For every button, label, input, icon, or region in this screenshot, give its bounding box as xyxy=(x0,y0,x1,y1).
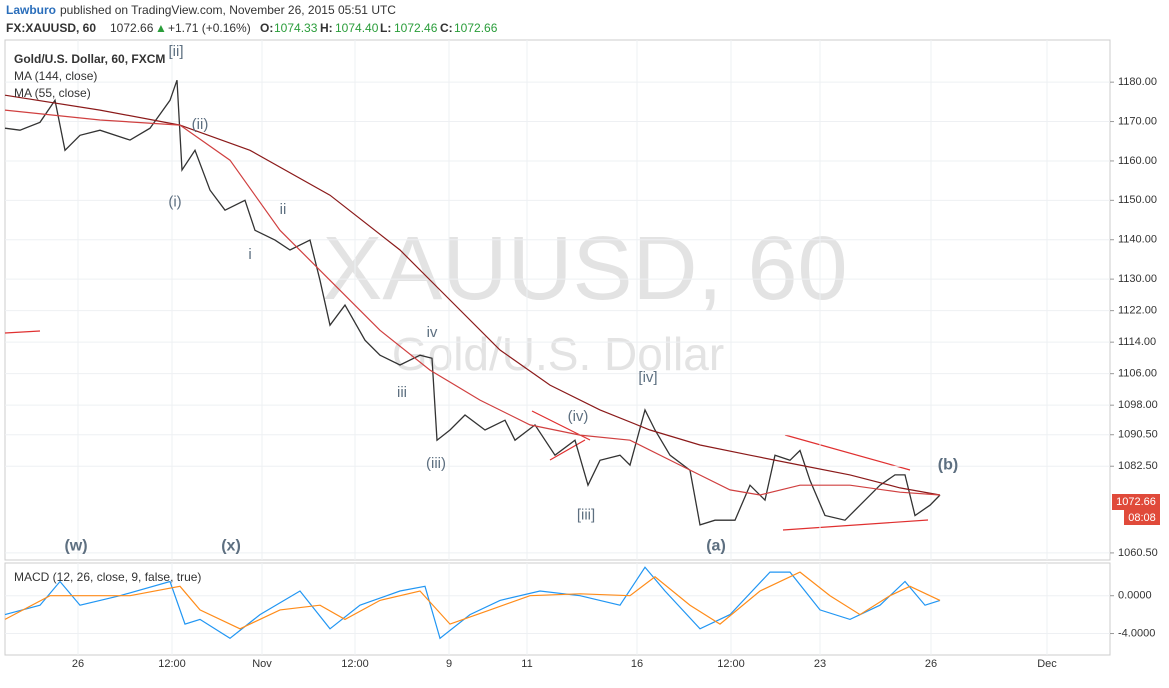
last: 1072.66 xyxy=(110,21,154,35)
wave-label: (iii) xyxy=(426,455,446,472)
y-tick-label: 1098.00 xyxy=(1118,399,1158,411)
legend-entry: MA (55, close) xyxy=(14,86,91,100)
y-tick-label: 1160.00 xyxy=(1118,155,1157,167)
h-label: H: xyxy=(320,21,333,35)
x-tick-label: 26 xyxy=(925,658,937,670)
y-tick-label: 1150.00 xyxy=(1118,194,1157,206)
trendlines xyxy=(4,330,929,531)
c-label: C: xyxy=(440,21,453,35)
x-tick-label: 26 xyxy=(72,658,84,670)
x-tick-label: 11 xyxy=(521,658,532,670)
x-tick-label: 16 xyxy=(631,658,643,670)
high: 1074.40 xyxy=(335,21,379,35)
y-tick-label: 1130.00 xyxy=(1118,273,1157,285)
wave-label: (a) xyxy=(706,537,726,554)
series-line xyxy=(4,571,941,630)
last-price-box xyxy=(1112,494,1160,510)
legend-entry: Gold/U.S. Dollar, 60, FXCM xyxy=(14,52,165,66)
x-tick-label: 12:00 xyxy=(717,658,745,670)
y-tick-label: 1114.00 xyxy=(1118,336,1156,348)
x-tick-label: Dec xyxy=(1037,658,1057,670)
countdown-box xyxy=(1124,510,1160,525)
series-line xyxy=(4,79,941,526)
main-pane xyxy=(4,39,1111,561)
last-price: 1072.66 xyxy=(1116,496,1156,508)
wave-label: (ii) xyxy=(192,116,209,133)
wave-label: iv xyxy=(427,324,438,341)
series-line xyxy=(4,109,941,496)
y-tick-label: 1170.00 xyxy=(1118,115,1157,127)
countdown: 08:08 xyxy=(1128,512,1156,524)
change: +1.71 (+0.16%) xyxy=(168,21,251,35)
open: 1074.33 xyxy=(274,21,318,35)
y-tick-label: 1090.50 xyxy=(1118,429,1158,441)
wave-label: [ii] xyxy=(169,43,184,60)
wave-label: iii xyxy=(397,384,407,401)
y-tick-label: 1060.50 xyxy=(1118,547,1158,559)
published: published on TradingView.com, November 2… xyxy=(60,3,396,17)
legend-entry: MA (144, close) xyxy=(14,69,97,83)
wave-label: [iv] xyxy=(638,369,657,386)
wave-label: [iii] xyxy=(577,506,595,523)
series-line xyxy=(4,94,941,496)
macd-pane xyxy=(4,562,1111,656)
symbol: FX:XAUUSD, 60 xyxy=(6,21,96,35)
wave-label: i xyxy=(248,246,251,263)
author: Lawburo xyxy=(6,3,56,17)
close: 1072.66 xyxy=(454,21,498,35)
y-tick-label: 1180.00 xyxy=(1118,76,1157,88)
y-tick-label: 1106.00 xyxy=(1118,368,1157,380)
watermark-name: Gold/U.S. Dollar xyxy=(392,328,724,380)
wave-label: (x) xyxy=(221,537,241,554)
y-tick-label: 0.0000 xyxy=(1118,590,1152,602)
y-tick-label: -4.0000 xyxy=(1118,627,1155,639)
x-tick-label: 23 xyxy=(814,658,826,670)
x-tick-label: 12:00 xyxy=(341,658,369,670)
wave-label: (w) xyxy=(64,537,87,554)
low: 1072.46 xyxy=(394,21,438,35)
series-line xyxy=(4,566,941,640)
o-label: O: xyxy=(260,21,273,35)
wave-label: (i) xyxy=(168,193,181,210)
wave-label: ii xyxy=(280,201,287,218)
y-tick-label: 1122.00 xyxy=(1118,305,1157,317)
arrow: ▲ xyxy=(155,21,167,35)
wave-label: (iv) xyxy=(568,408,589,425)
x-tick-label: 12:00 xyxy=(158,658,186,670)
pane-title: MACD (12, 26, close, 9, false, true) xyxy=(14,570,201,584)
y-tick-label: 1082.50 xyxy=(1118,460,1158,472)
y-tick-label: 1140.00 xyxy=(1118,234,1157,246)
watermark: XAUUSD, 60 xyxy=(322,219,847,319)
wave-label: (b) xyxy=(938,456,958,473)
x-tick-label: 9 xyxy=(446,658,452,670)
l-label: L: xyxy=(380,21,391,35)
x-tick-label: Nov xyxy=(252,658,272,670)
